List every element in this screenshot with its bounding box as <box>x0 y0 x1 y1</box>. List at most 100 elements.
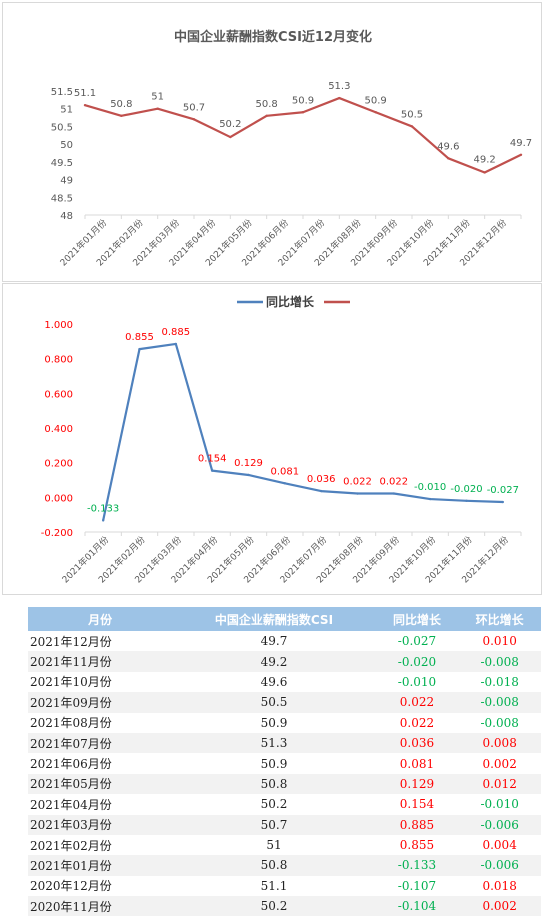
y-tick-label: 50.5 <box>51 122 73 133</box>
table-row: 2021年08月份 50.9 0.022 -0.008 <box>28 713 541 733</box>
table-row: 2020年11月份 50.2 -0.104 0.002 <box>28 896 541 916</box>
cell-csi: 50.8 <box>172 773 376 795</box>
cell-yoy: -0.133 <box>375 855 459 876</box>
yoy-data-label: 0.855 <box>125 332 154 343</box>
csi-data-label: 49.6 <box>437 141 459 152</box>
yoy-data-label: 0.022 <box>380 477 409 488</box>
cell-csi: 49.7 <box>260 634 288 649</box>
cell-csi: 50.5 <box>172 692 376 713</box>
csi-data-point <box>338 96 341 100</box>
cell-csi: 50.8 <box>172 855 376 876</box>
cell-csi: 51.3 <box>172 732 376 754</box>
cell-yoy: 0.129 <box>375 773 459 795</box>
yoy-data-label: 0.022 <box>343 477 372 488</box>
y-tick-label: 51.5 <box>51 87 73 98</box>
yoy-data-point <box>210 469 214 472</box>
csi-data-table: 月份 中国企业薪酬指数CSI 同比增长 环比增长 2021年12月份 49.7 -0… <box>28 607 541 916</box>
cell-yoy: -0.107 <box>397 878 437 893</box>
cell-mom: -0.010 <box>480 797 519 812</box>
cell-yoy: -0.027 <box>397 634 437 649</box>
csi-line-chart: 中国企业薪酬指数CSI近12月变化 51.5 51 50.5 50 49.5 49 48.5 4… <box>51 29 532 269</box>
cell-yoy: 0.154 <box>399 797 435 812</box>
table-row: 2021年11月份 49.2 -0.020 -0.008 <box>28 651 541 672</box>
csi-data-label: 51 <box>151 92 164 103</box>
cell-month: 2020年12月份 <box>30 879 112 894</box>
csi-series-line <box>84 96 522 174</box>
csi-data-point <box>410 125 414 128</box>
y-tick-label: 49 <box>60 176 73 187</box>
cell-month: 2021年08月份 <box>30 716 112 731</box>
table-row: 2021年02月份 51 0.855 0.004 <box>28 835 541 855</box>
cell-yoy: 0.022 <box>375 692 459 713</box>
cell-month: 2021年10月份 <box>30 675 112 690</box>
cell-yoy: -0.020 <box>375 651 459 672</box>
cell-mom: 0.010 <box>482 634 517 649</box>
table-row: 2021年04月份 50.2 0.154 -0.010 <box>28 794 541 814</box>
cell-month: 2021年05月份 <box>28 773 173 795</box>
csi-data-label: 50.5 <box>401 109 423 120</box>
csi-data-point <box>265 114 268 118</box>
yoy-data-point <box>247 473 250 477</box>
table-header-row: 月份 中国企业薪酬指数CSI 同比增长 环比增长 <box>28 607 541 631</box>
table-row: 2020年12月份 51.1 -0.107 0.018 <box>28 876 541 896</box>
cell-month: 2021年06月份 <box>30 757 112 772</box>
yoy-data-label: 0.885 <box>162 327 191 338</box>
cell-mom: -0.006 <box>458 855 541 876</box>
cell-month: 2021年02月份 <box>30 838 112 853</box>
yoy-data-label: 0.036 <box>307 474 336 485</box>
cell-mom: -0.018 <box>480 674 519 689</box>
csi-data-point <box>156 107 159 110</box>
yoy-data-point <box>392 492 396 495</box>
table-row: 2021年03月份 50.7 0.885 -0.006 <box>28 814 541 835</box>
yoy-data-point <box>174 342 178 346</box>
yoy-data-label: 0.154 <box>198 454 227 465</box>
yoy-data-label: -0.010 <box>414 482 446 493</box>
csi-data-label: 50.8 <box>256 99 278 110</box>
cell-mom: -0.008 <box>458 692 541 713</box>
yoy-data-point <box>428 497 432 501</box>
csi-data-point <box>374 111 377 114</box>
csi-data-point <box>447 157 450 160</box>
csi-data-point <box>120 114 123 118</box>
cell-month: 2021年04月份 <box>30 797 112 812</box>
cell-mom: 0.008 <box>458 732 541 754</box>
cell-csi: 51 <box>266 838 282 853</box>
cell-csi: 50.2 <box>172 896 376 916</box>
csi-data-label: 49.7 <box>510 138 532 149</box>
yoy-data-point <box>501 500 505 504</box>
cell-month: 2020年11月份 <box>28 896 173 916</box>
cell-mom: 0.004 <box>482 838 517 853</box>
cell-month: 2021年07月份 <box>28 732 173 754</box>
table-row: 2021年06月份 50.9 0.081 0.002 <box>28 753 541 773</box>
header-csi: 中国企业薪酬指数CSI <box>172 607 376 631</box>
cell-yoy: 0.036 <box>375 732 459 754</box>
y-tick-label: 0.600 <box>44 389 73 400</box>
csi-data-label: 50.2 <box>219 119 241 130</box>
y-tick-label: 0.400 <box>44 424 73 435</box>
cell-csi: 50.9 <box>260 715 288 730</box>
yoy-data-label: -0.020 <box>450 484 482 495</box>
csi-data-label: 50.8 <box>110 99 132 110</box>
table-row: 2021年12月份 49.7 -0.027 0.010 <box>28 631 541 651</box>
table-row: 2021年09月份 50.5 0.022 -0.008 <box>28 692 541 713</box>
cell-month: 2021年09月份 <box>28 692 173 713</box>
csi-data-point <box>192 118 196 121</box>
table-row: 2021年10月份 49.6 -0.010 -0.018 <box>28 672 541 692</box>
y-tick-label: 48 <box>60 211 73 222</box>
cell-yoy: 0.022 <box>399 715 435 730</box>
table-row: 2021年01月份 50.8 -0.133 -0.006 <box>28 855 541 876</box>
cell-csi: 49.2 <box>172 651 376 672</box>
y-tick-label: -0.200 <box>41 528 73 539</box>
cell-mom: 0.018 <box>482 878 517 893</box>
y-tick-label: 1.000 <box>44 320 73 331</box>
yoy-data-point <box>283 482 287 485</box>
cell-mom: -0.008 <box>458 651 541 672</box>
csi-data-point <box>519 153 523 156</box>
y-tick-label: 48.5 <box>51 193 73 204</box>
table-body: 2021年12月份 49.7 -0.027 0.010 2021年11月份 49.2 -0.… <box>28 631 541 916</box>
header-yoy: 同比增长 <box>375 607 459 631</box>
cell-yoy: -0.104 <box>375 896 459 916</box>
cell-mom: -0.008 <box>480 715 519 730</box>
cell-mom: -0.006 <box>458 814 541 835</box>
chart-title: 中国企业薪酬指数CSI近12月变化 <box>174 29 372 45</box>
